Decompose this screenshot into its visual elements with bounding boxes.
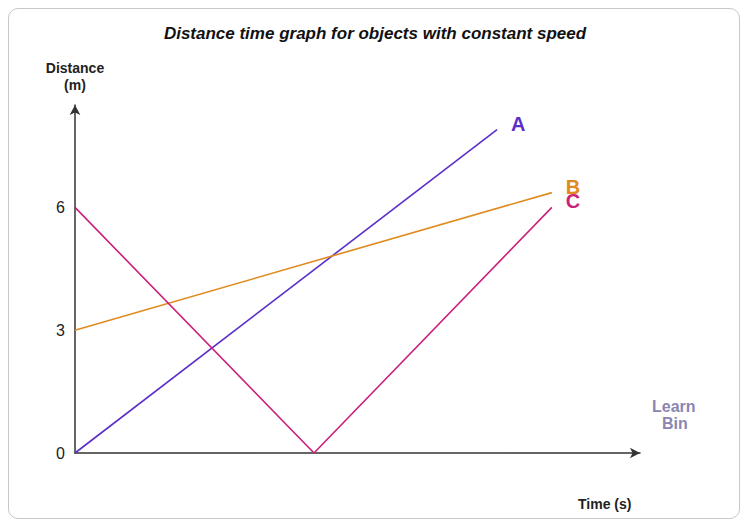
svg-text:Learn: Learn xyxy=(652,398,696,415)
svg-text:3: 3 xyxy=(56,322,65,339)
svg-text:(m): (m) xyxy=(64,77,86,93)
svg-text:B: B xyxy=(565,175,581,198)
svg-text:A: A xyxy=(511,113,525,135)
svg-text:Bin: Bin xyxy=(662,415,688,432)
svg-text:6: 6 xyxy=(56,199,65,216)
svg-text:C: C xyxy=(566,190,580,212)
svg-text:0: 0 xyxy=(56,445,65,462)
svg-text:Time (s): Time (s) xyxy=(578,496,631,512)
svg-text:Distance: Distance xyxy=(46,60,105,76)
svg-text:Distance time graph for object: Distance time graph for objects with con… xyxy=(164,24,587,43)
